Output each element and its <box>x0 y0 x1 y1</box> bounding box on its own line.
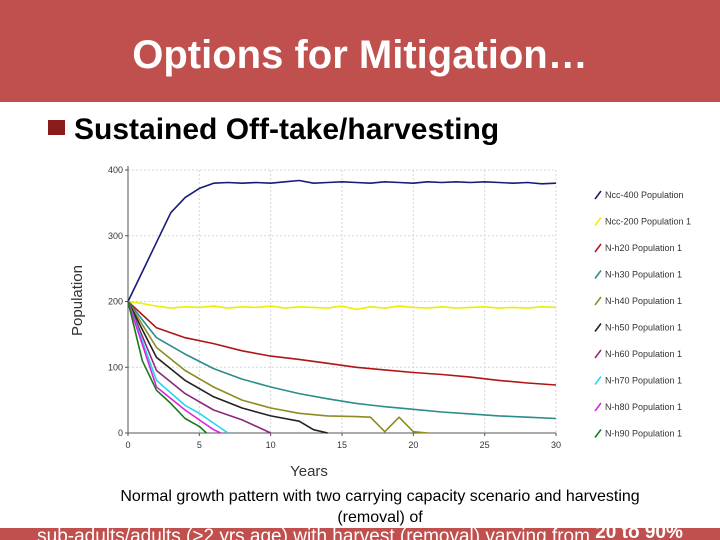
caption-line-1: Normal growth pattern with two carrying … <box>120 488 640 505</box>
y-tick-label: 200 <box>108 297 123 307</box>
legend-label: Ncc-200 Population 1 <box>605 217 691 227</box>
x-tick-label: 0 <box>125 440 130 450</box>
legend-swatch <box>594 296 602 306</box>
x-axis-label: Years <box>290 463 328 480</box>
bullet-square-icon <box>48 120 65 135</box>
legend-swatch <box>594 190 602 200</box>
x-tick-label: 20 <box>408 440 418 450</box>
x-tick-label: 5 <box>197 440 202 450</box>
series-line-3 <box>127 300 557 386</box>
series-line-6 <box>127 301 328 434</box>
title-bar: Options for Mitigation… <box>0 0 720 102</box>
population-chart: 0 5 10 15 20 25 300100200300400YearsPopulation… <box>69 165 691 480</box>
legend-swatch <box>594 349 602 359</box>
series-line-1 <box>127 179 557 302</box>
legend-label: N-h30 Population 1 <box>605 270 682 280</box>
series-line-9 <box>127 301 222 434</box>
slide-subtitle: Sustained Off-take/harvesting <box>74 113 500 146</box>
chart-container: 0 5 10 15 20 25 30 0 100 200 300 400 Years Population… <box>64 160 720 482</box>
y-tick-label: 0 <box>118 428 123 438</box>
legend-label: Ncc-400 Population <box>605 190 684 200</box>
series-line-2 <box>127 300 557 311</box>
legend-swatch <box>594 402 602 412</box>
legend-swatch <box>594 429 602 438</box>
chart-caption: Normal growth pattern with two carrying … <box>40 486 720 528</box>
legend-label: N-h90 Population 1 <box>605 429 682 439</box>
legend-swatch <box>594 270 602 279</box>
x-tick-label: 30 <box>551 440 561 450</box>
series-line-4 <box>127 301 557 420</box>
legend-label: N-h40 Population 1 <box>605 296 682 306</box>
footer-text: sub-adults/adults (>2 yrs age) with harv… <box>0 518 720 540</box>
series-line-7 <box>127 301 272 434</box>
slide-title: Options for Mitigation… <box>132 33 588 77</box>
caption-line-2: (removal) of <box>337 509 423 526</box>
legend-label: N-h50 Population 1 <box>605 323 682 333</box>
series-line-10 <box>127 301 208 434</box>
legend-swatch <box>594 323 602 332</box>
series-line-5 <box>127 301 428 434</box>
x-tick-label: 10 <box>266 440 276 450</box>
legend-label: N-h80 Population 1 <box>605 402 682 412</box>
legend-label: N-h20 Population 1 <box>605 243 682 253</box>
footer-text-a: sub-adults/adults (>2 yrs age) with harv… <box>37 526 596 540</box>
legend-label: N-h70 Population 1 <box>605 376 682 386</box>
footer-text-b: 20 to 90% <box>595 522 683 540</box>
x-tick-label: 15 <box>337 440 347 450</box>
x-tick-label: 25 <box>480 440 490 450</box>
series-line-8 <box>127 301 229 434</box>
legend-swatch <box>594 376 602 385</box>
y-tick-label: 300 <box>108 231 123 241</box>
legend-swatch <box>594 217 602 226</box>
y-tick-label: 100 <box>108 362 123 372</box>
y-axis-label: Population <box>69 265 86 336</box>
legend-label: N-h60 Population 1 <box>605 349 682 359</box>
y-tick-label: 400 <box>108 165 123 175</box>
footer-bar <box>0 528 720 540</box>
legend-swatch <box>594 243 602 253</box>
